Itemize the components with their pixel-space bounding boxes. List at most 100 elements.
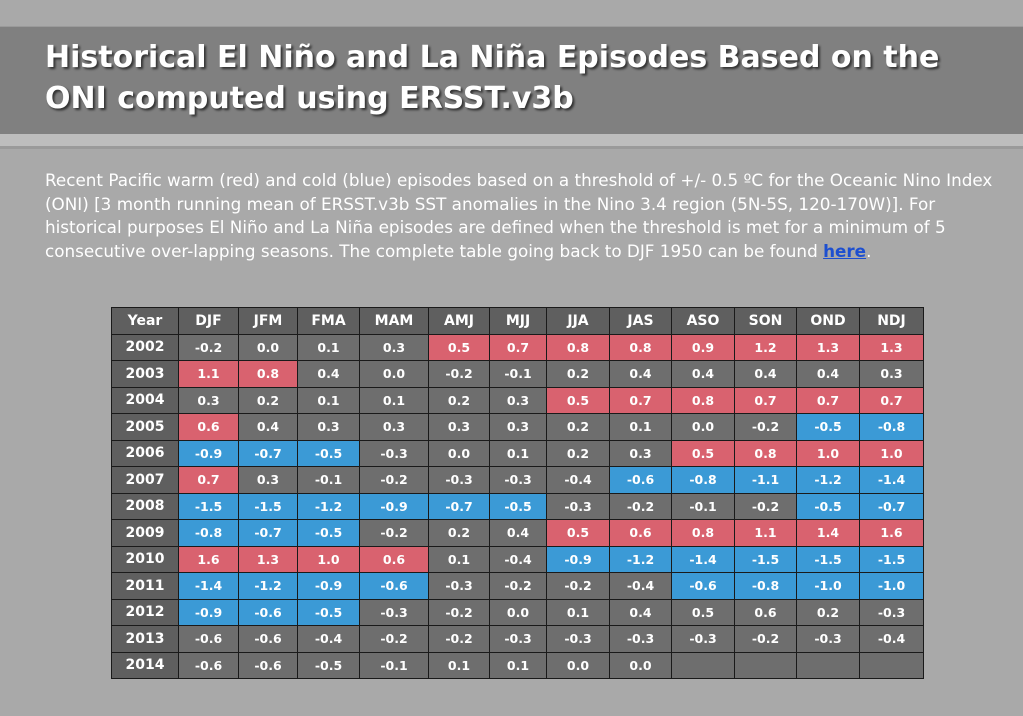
oni-value-cell: -0.8 — [671, 466, 735, 494]
oni-value-cell: 0.8 — [734, 439, 797, 467]
oni-value-cell: -1.2 — [297, 492, 360, 520]
oni-value-cell: -0.6 — [178, 625, 239, 653]
oni-value-cell: -1.5 — [238, 492, 298, 520]
oni-value-cell: 0.0 — [546, 651, 610, 679]
oni-value-cell: 0.4 — [671, 360, 735, 388]
oni-value-cell: -0.4 — [609, 572, 672, 600]
oni-value-cell: -0.2 — [428, 360, 490, 388]
oni-value-cell: 0.4 — [609, 598, 672, 626]
oni-value-cell: 0.0 — [609, 651, 672, 679]
oni-value-cell: 0.8 — [609, 333, 672, 361]
oni-value-cell — [734, 651, 797, 679]
oni-value-cell: -0.2 — [359, 519, 429, 547]
oni-value-cell: -0.3 — [671, 625, 735, 653]
table-row: 2008 -1.5 -1.5 -1.2 -0.9 -0.7 -0.5 -0.3 -0.2 -0.1… — [111, 492, 924, 520]
column-header-mam: MAM — [359, 307, 429, 335]
oni-value-cell: 0.6 — [178, 413, 239, 441]
oni-value-cell: 0.8 — [238, 360, 298, 388]
oni-value-cell: 0.0 — [428, 439, 490, 467]
title-line-1: Historical El Niño and La Niña Episodes … — [45, 40, 940, 75]
column-header-aso: ASO — [671, 307, 735, 335]
oni-value-cell: -0.7 — [859, 492, 924, 520]
oni-value-cell: -0.9 — [546, 545, 610, 573]
year-cell: 2005 — [111, 413, 179, 441]
title-bar: Historical El Niño and La Niña Episodes … — [0, 26, 1023, 135]
oni-value-cell: 0.2 — [546, 413, 610, 441]
here-link[interactable]: here — [823, 240, 867, 261]
oni-value-cell: 0.8 — [671, 519, 735, 547]
oni-value-cell: 0.5 — [546, 519, 610, 547]
oni-value-cell: 1.6 — [859, 519, 924, 547]
oni-value-cell: -0.3 — [428, 572, 490, 600]
oni-value-cell: 0.3 — [489, 386, 547, 414]
oni-value-cell: -0.1 — [359, 651, 429, 679]
oni-value-cell: 0.3 — [859, 360, 924, 388]
year-cell: 2011 — [111, 572, 179, 600]
oni-value-cell: 0.7 — [178, 466, 239, 494]
oni-value-cell: -0.3 — [609, 625, 672, 653]
oni-value-cell: 0.7 — [734, 386, 797, 414]
oni-value-cell: 0.2 — [796, 598, 860, 626]
oni-value-cell: 0.0 — [359, 360, 429, 388]
column-header-fma: FMA — [297, 307, 360, 335]
oni-value-cell: 1.3 — [859, 333, 924, 361]
column-header-year: Year — [111, 307, 179, 335]
year-cell: 2006 — [111, 439, 179, 467]
oni-value-cell: -0.8 — [859, 413, 924, 441]
year-cell: 2007 — [111, 466, 179, 494]
oni-value-cell: 1.0 — [859, 439, 924, 467]
oni-value-cell: -0.5 — [297, 519, 360, 547]
oni-value-cell: 1.0 — [796, 439, 860, 467]
year-cell: 2012 — [111, 598, 179, 626]
oni-value-cell: -0.2 — [734, 492, 797, 520]
oni-value-cell: 0.7 — [609, 386, 672, 414]
oni-value-cell: 0.4 — [489, 519, 547, 547]
oni-value-cell: 0.4 — [609, 360, 672, 388]
oni-value-cell: -0.7 — [428, 492, 490, 520]
oni-value-cell: 0.3 — [489, 413, 547, 441]
oni-value-cell: 0.5 — [671, 439, 735, 467]
column-header-ond: OND — [796, 307, 860, 335]
oni-value-cell: 0.1 — [546, 598, 610, 626]
oni-value-cell: 1.1 — [734, 519, 797, 547]
table-row: 2002 -0.2 0.0 0.1 0.3 0.5 0.7 0.8 0.8 0.9 1.2 1.3 1.… — [111, 333, 924, 361]
oni-value-cell — [796, 651, 860, 679]
year-cell: 2009 — [111, 519, 179, 547]
oni-value-cell: -0.5 — [489, 492, 547, 520]
oni-value-cell: -1.5 — [859, 545, 924, 573]
oni-value-cell: -0.5 — [297, 598, 360, 626]
year-cell: 2002 — [111, 333, 179, 361]
oni-value-cell: 0.4 — [734, 360, 797, 388]
oni-value-cell: 0.6 — [359, 545, 429, 573]
table-row: 2006 -0.9 -0.7 -0.5 -0.3 0.0 0.1 0.2 0.3 0.5 0.8 1.… — [111, 439, 924, 467]
oni-value-cell: -1.4 — [859, 466, 924, 494]
oni-value-cell: -0.5 — [297, 651, 360, 679]
oni-value-cell: 0.1 — [428, 651, 490, 679]
oni-value-cell: 1.6 — [178, 545, 239, 573]
oni-value-cell: -0.6 — [238, 625, 298, 653]
table-row: 2009 -0.8 -0.7 -0.5 -0.2 0.2 0.4 0.5 0.6 0.8 1.1 1.… — [111, 519, 924, 547]
oni-value-cell: 0.3 — [178, 386, 239, 414]
table-row: 2003 1.1 0.8 0.4 0.0 -0.2 -0.1 0.2 0.4 0.4 0.4 0.4 0… — [111, 360, 924, 388]
column-header-jja: JJA — [546, 307, 610, 335]
oni-value-cell: 0.0 — [489, 598, 547, 626]
oni-value-cell: -0.2 — [359, 466, 429, 494]
oni-table: Year DJF JFM FMA MAM AMJ MJJ JJA JAS ASO SON OND NDJ… — [111, 307, 924, 679]
oni-value-cell: -0.8 — [178, 519, 239, 547]
oni-value-cell: 0.1 — [428, 545, 490, 573]
year-cell: 2004 — [111, 386, 179, 414]
oni-value-cell: 0.7 — [859, 386, 924, 414]
separator-band — [0, 134, 1023, 146]
table-row: 2010 1.6 1.3 1.0 0.6 0.1 -0.4 -0.9 -1.2 -1.4 -1.5-… — [111, 545, 924, 573]
oni-value-cell: -1.5 — [734, 545, 797, 573]
oni-value-cell: -1.1 — [734, 466, 797, 494]
table-row: 2014 -0.6 -0.6 -0.5 -0.1 0.1 0.1 0.0 0.0 — [111, 651, 924, 679]
oni-value-cell: -0.2 — [734, 413, 797, 441]
oni-value-cell: 0.0 — [238, 333, 298, 361]
intro-paragraph: Recent Pacific warm (red) and cold (blue… — [45, 169, 995, 263]
oni-value-cell: 0.1 — [489, 439, 547, 467]
year-cell: 2013 — [111, 625, 179, 653]
column-header-djf: DJF — [178, 307, 239, 335]
oni-value-cell: -0.9 — [178, 598, 239, 626]
oni-value-cell: 0.1 — [297, 333, 360, 361]
